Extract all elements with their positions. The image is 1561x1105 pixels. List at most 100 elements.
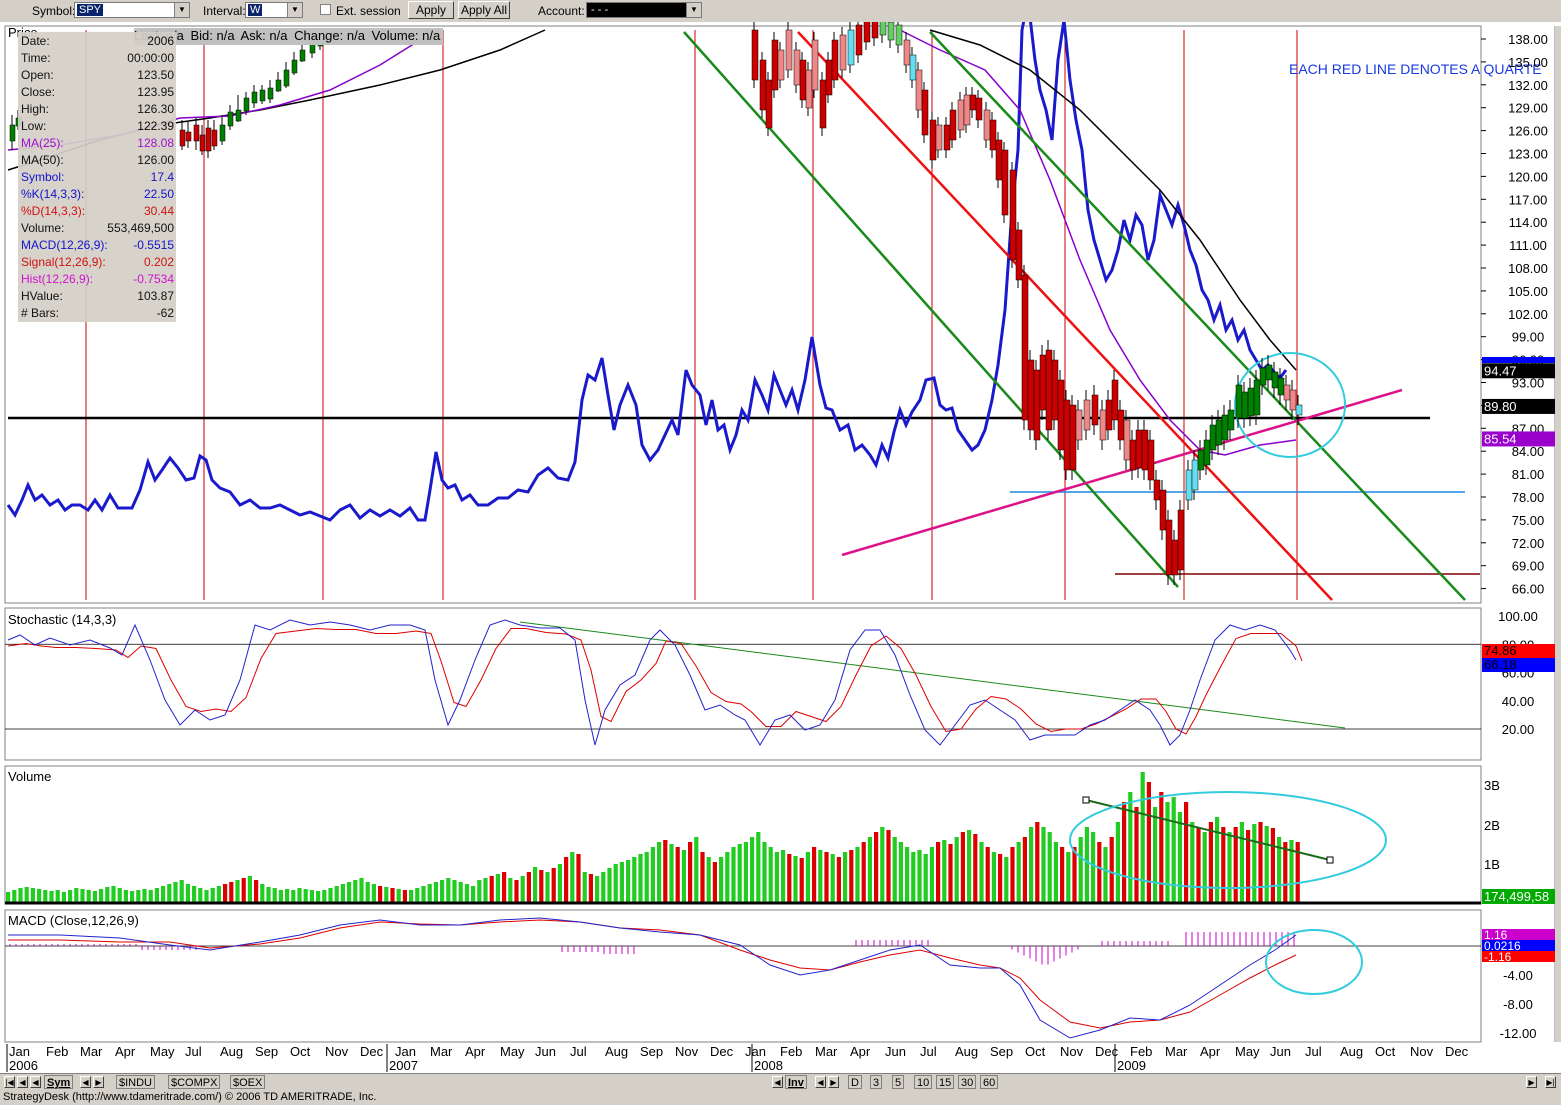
price-tick-label: 120.00	[1508, 169, 1548, 184]
tab-range[interactable]: D	[848, 1075, 862, 1089]
x-axis-month: Sep	[990, 1044, 1013, 1059]
volume-bar	[626, 860, 631, 902]
first-icon[interactable]: |◀	[4, 1076, 15, 1088]
tab-range[interactable]: 10	[914, 1075, 933, 1089]
price-tick-label: 102.00	[1508, 307, 1548, 322]
tab-range[interactable]: 3	[870, 1075, 883, 1089]
tab-range[interactable]: 30	[958, 1075, 977, 1089]
volume-bar	[1053, 842, 1058, 902]
data-window-value: 00:00:00	[127, 51, 174, 65]
next-icon[interactable]: ▶	[93, 1076, 104, 1088]
next-icon[interactable]: ▶	[828, 1076, 839, 1088]
candle	[1075, 409, 1083, 441]
volume-bar	[334, 886, 339, 902]
volume-tick-label: 1B	[1484, 857, 1500, 872]
price-tick-label: 69.00	[1512, 559, 1545, 574]
candle	[1057, 379, 1065, 451]
prev-icon[interactable]: ◀	[772, 1076, 783, 1088]
price-marker	[1482, 363, 1555, 379]
data-window-value: 103.87	[137, 289, 174, 303]
volume-bar	[111, 886, 116, 902]
volume-bar	[210, 888, 215, 902]
prev-icon[interactable]: ◀	[815, 1076, 826, 1088]
volume-bar	[700, 852, 705, 902]
candle	[9, 124, 16, 142]
volume-bar	[433, 882, 438, 902]
next-icon[interactable]: ▶	[1526, 1076, 1537, 1088]
data-window-value: 22.50	[143, 187, 174, 201]
price-marker	[1482, 357, 1555, 363]
prev-page-icon[interactable]: ◀	[30, 1076, 41, 1088]
candle	[1265, 364, 1273, 381]
candle	[1295, 404, 1303, 416]
x-axis-year: 2006	[9, 1058, 38, 1073]
tab-index[interactable]: $COMPX	[168, 1075, 221, 1089]
volume-bar	[359, 878, 364, 902]
stoch-marker	[1482, 658, 1555, 672]
chevron-down-icon[interactable]: ▼	[174, 3, 189, 17]
candle	[863, 19, 871, 43]
tab-range[interactable]: 60	[980, 1075, 999, 1089]
volume-bar	[588, 874, 593, 902]
tab-inv[interactable]: Inv	[785, 1075, 807, 1089]
volume-bar	[18, 888, 23, 902]
candle	[1289, 389, 1297, 411]
candle	[793, 49, 801, 86]
volume-bar	[1078, 837, 1083, 902]
volume-bar	[489, 876, 494, 902]
chevron-down-icon[interactable]: ▼	[686, 3, 701, 17]
ext-session-checkbox[interactable]	[320, 4, 331, 15]
data-window-value: 122.39	[137, 119, 174, 133]
x-axis-month: May	[500, 1044, 525, 1059]
volume-bar	[452, 880, 457, 902]
prev-icon[interactable]: ◀	[17, 1076, 28, 1088]
volume-bar	[867, 837, 872, 902]
prev-icon[interactable]: ◀	[80, 1076, 91, 1088]
volume-bar	[1239, 822, 1244, 902]
account-select[interactable]: - - - ▼	[586, 2, 702, 18]
price-marker	[1482, 431, 1555, 447]
candle	[1203, 439, 1211, 466]
volume-bar	[148, 890, 153, 902]
tab-index[interactable]: $OEX	[230, 1075, 266, 1089]
tab-index[interactable]: $INDU	[116, 1075, 156, 1089]
vertical-scrollbar[interactable]	[1555, 26, 1561, 1042]
price-tick-label: 123.00	[1508, 147, 1548, 162]
price-tick-label: 72.00	[1512, 536, 1545, 551]
interval-select[interactable]: W ▼	[245, 2, 303, 18]
chevron-down-icon[interactable]: ▼	[287, 3, 302, 17]
data-window-value: 128.08	[137, 136, 174, 150]
candle	[855, 24, 863, 56]
candle	[267, 87, 274, 100]
volume-bar	[1190, 822, 1195, 902]
status-bar: StrategyDesk (http://www.tdameritrade.co…	[0, 1090, 1561, 1105]
macd-panel-title: MACD (Close,12,26,9)	[8, 913, 139, 928]
stochastic-series	[5, 619, 1481, 746]
candle	[275, 79, 282, 92]
last-icon[interactable]: ▶|	[1545, 1076, 1556, 1088]
x-axis-month: Dec	[1445, 1044, 1469, 1059]
price-tick-label: 117.00	[1509, 192, 1548, 207]
candle	[1069, 404, 1077, 471]
apply-all-button[interactable]: Apply All	[458, 1, 510, 19]
data-window-key: MACD(12,26,9):	[21, 238, 108, 252]
data-window-row: Open: 123.50	[21, 68, 174, 85]
candle	[1227, 409, 1235, 431]
tab-range[interactable]: 5	[892, 1075, 905, 1089]
candle	[1253, 379, 1261, 416]
chart-area[interactable]: Price EACH RED LINE DENOTES A QUARTE 138…	[0, 0, 1561, 1074]
stoch-tick-label: 40.00	[1502, 694, 1535, 709]
volume-bar	[204, 890, 209, 902]
candle	[785, 29, 793, 71]
volume-bar	[985, 847, 990, 902]
data-window-key: # Bars:	[21, 306, 60, 320]
symbol-select[interactable]: SPY ▼	[74, 2, 190, 18]
data-window-key: Date:	[21, 34, 50, 48]
volume-bar	[483, 878, 488, 902]
volume-bar	[117, 888, 122, 902]
volume-bar	[12, 890, 17, 902]
tab-sym[interactable]: Sym	[44, 1075, 74, 1089]
apply-button[interactable]: Apply	[408, 1, 454, 19]
tab-range[interactable]: 15	[936, 1075, 955, 1089]
